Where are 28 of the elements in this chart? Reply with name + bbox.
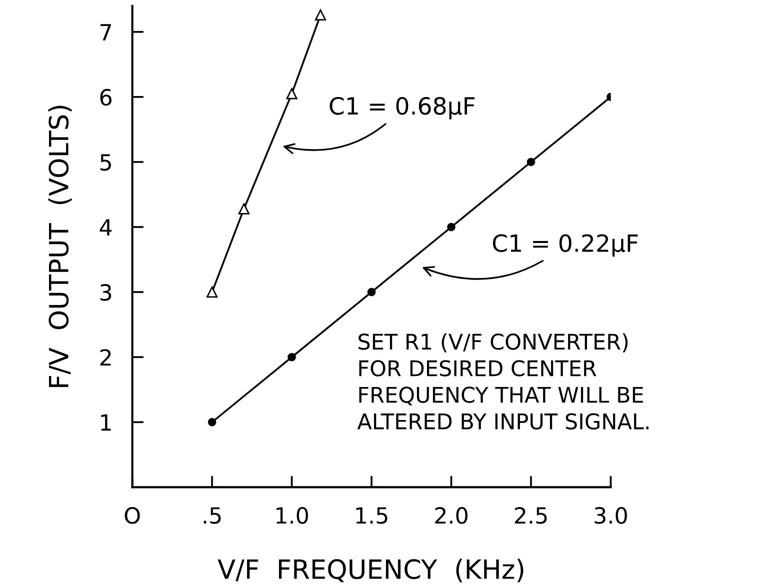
- x-axis-title: V/F FREQUENCY (KHz): [218, 558, 524, 582]
- x-tick-label: 1.0: [276, 507, 308, 524]
- x-tick-label: 1.5: [356, 507, 388, 524]
- point: [288, 352, 296, 362]
- y-tick-label: 6: [100, 88, 112, 106]
- point: [208, 418, 216, 426]
- series-label: C1 = 0.68µF: [330, 96, 475, 120]
- x-tick-label: O: [124, 507, 140, 524]
- x-tick-label: 2.0: [435, 507, 468, 524]
- y-tick-label: 3: [100, 284, 112, 301]
- y-tick-label: 5: [100, 154, 111, 171]
- y-tick-label: 7: [100, 24, 111, 40]
- y-axis-title: F/V OUTPUT (VOLTS): [48, 106, 72, 388]
- annotation: SET R1 (V/F CONVERTER) FOR DESIRED CENTER FREQUENCY THAT WILL BE ALTERED BY INPUT SIGNAL.: [357, 333, 648, 430]
- series-label: C1 = 0.22µF: [492, 234, 638, 257]
- y-tick-label: 1: [101, 414, 111, 431]
- point: [367, 288, 376, 296]
- point: [238, 203, 250, 214]
- point: [286, 88, 298, 100]
- y-tick-label: 4: [100, 219, 112, 236]
- x-tick-label: 3.0: [594, 507, 627, 524]
- x-tick-label: 2.5: [514, 507, 547, 524]
- point: [314, 9, 326, 21]
- point: [526, 158, 536, 166]
- point: [206, 286, 218, 298]
- y-tick-label: 2: [100, 349, 111, 366]
- point: [447, 222, 456, 232]
- x-tick-label: .5: [204, 507, 221, 524]
